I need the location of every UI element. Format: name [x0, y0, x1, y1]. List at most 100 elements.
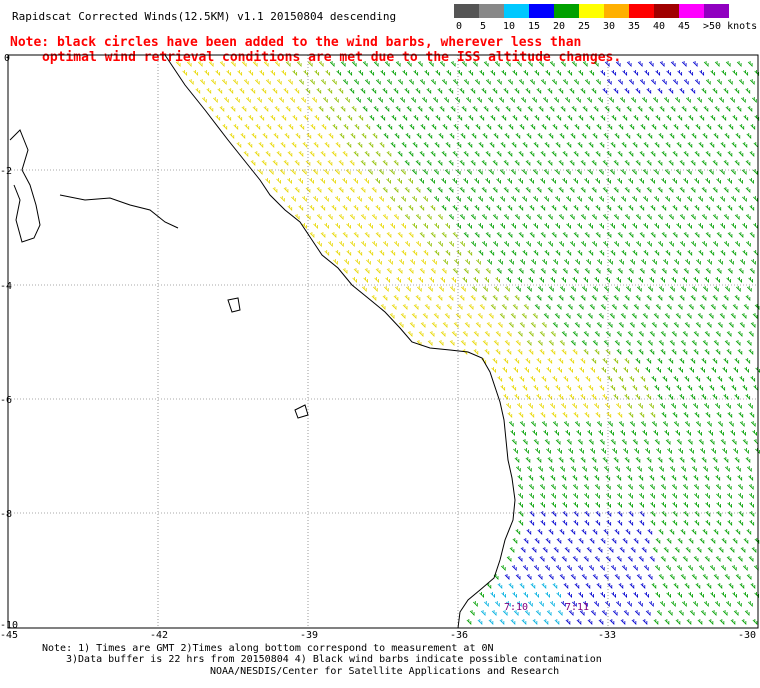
- wind-barb: [690, 160, 696, 166]
- wind-barb: [357, 142, 363, 148]
- wind-barb: [390, 223, 395, 229]
- wind-barb: [642, 169, 648, 175]
- wind-barb: [430, 178, 435, 184]
- wind-barb: [603, 574, 609, 580]
- wind-barb: [651, 583, 657, 589]
- wind-barb: [726, 331, 732, 337]
- wind-barb: [548, 241, 553, 247]
- legend-swatch-20: [554, 4, 579, 18]
- wind-barb: [673, 583, 679, 589]
- wind-barb: [439, 106, 445, 112]
- wind-barb: [509, 547, 515, 553]
- wind-barb: [526, 340, 532, 346]
- wind-barb: [701, 214, 707, 220]
- wind-barb: [706, 124, 712, 130]
- wind-barb: [749, 268, 755, 274]
- wind-barb: [588, 439, 594, 445]
- wind-barb: [468, 115, 474, 121]
- wind-barb: [482, 286, 488, 292]
- wind-barb: [647, 466, 653, 472]
- wind-barb: [641, 97, 647, 103]
- wind-barb: [466, 619, 472, 625]
- wind-barb: [555, 565, 561, 571]
- wind-barb: [694, 232, 700, 238]
- wind-barb: [596, 583, 602, 589]
- wind-barb: [372, 286, 378, 292]
- lon-label: -36: [450, 630, 468, 641]
- wind-barb: [494, 61, 500, 67]
- wind-barb: [699, 592, 704, 598]
- wind-barb: [441, 232, 447, 238]
- wind-barb: [693, 475, 699, 481]
- wind-barb: [620, 313, 626, 319]
- wind-barb: [493, 286, 499, 292]
- wind-barb: [281, 70, 287, 76]
- wind-barb: [576, 169, 582, 175]
- wind-barb: [327, 88, 333, 94]
- wind-barb: [320, 205, 326, 211]
- wind-barb: [459, 88, 465, 94]
- wind-barb: [313, 142, 319, 148]
- wind-barb: [492, 187, 498, 193]
- wind-barb: [559, 529, 565, 535]
- wind-barb: [658, 133, 664, 139]
- wind-barb: [650, 205, 656, 211]
- wind-barb: [517, 475, 523, 481]
- wind-barb: [595, 268, 601, 274]
- wind-barb: [453, 124, 459, 130]
- wind-barb: [577, 196, 582, 202]
- wind-barb: [529, 520, 535, 526]
- legend-swatch-25: [579, 4, 604, 18]
- wind-barb: [338, 187, 344, 193]
- wind-barb: [672, 205, 678, 211]
- wind-barb: [379, 223, 384, 229]
- wind-barb: [660, 331, 666, 337]
- wind-barb: [382, 295, 388, 301]
- wind-barb: [635, 295, 641, 301]
- wind-barb: [443, 259, 448, 265]
- wind-barb: [721, 538, 727, 544]
- wind-barb: [583, 403, 588, 409]
- wind-barb: [722, 448, 727, 454]
- wind-barb: [660, 484, 666, 490]
- wind-barb: [697, 430, 702, 436]
- wind-barb: [573, 232, 579, 238]
- wind-barb: [638, 331, 644, 337]
- wind-barb: [470, 214, 476, 220]
- wind-barb: [518, 520, 524, 526]
- wind-barb: [417, 61, 423, 67]
- wind-barb: [617, 151, 623, 157]
- wind-barb: [584, 232, 590, 238]
- wind-barb: [675, 169, 681, 175]
- wind-barb: [573, 502, 578, 508]
- wind-barb: [335, 142, 341, 148]
- wind-barb: [409, 124, 415, 130]
- wind-barb: [677, 304, 683, 310]
- wind-barb: [694, 79, 700, 85]
- wind-barb: [746, 286, 752, 292]
- wind-barb: [627, 484, 633, 490]
- wind-barb: [589, 115, 595, 121]
- wind-barb: [662, 583, 668, 589]
- wind-barb: [441, 151, 447, 157]
- wind-barb: [400, 169, 406, 175]
- wind-barb: [603, 286, 609, 292]
- wind-barb: [652, 97, 658, 103]
- wind-barb: [491, 367, 496, 373]
- wind-barb: [481, 295, 487, 301]
- wind-barb: [660, 556, 666, 562]
- wind-barb: [749, 178, 754, 184]
- wind-barb: [628, 520, 634, 526]
- wind-barb: [333, 97, 339, 103]
- wind-barb: [734, 214, 740, 220]
- wind-barb: [503, 187, 509, 193]
- wind-barb: [665, 439, 671, 445]
- wind-barb: [320, 151, 326, 157]
- wind-barb: [470, 160, 476, 166]
- wind-barb: [371, 295, 377, 301]
- wind-barb: [410, 97, 416, 103]
- wind-barb: [568, 448, 573, 454]
- wind-barb: [743, 538, 749, 544]
- wind-barb: [316, 214, 322, 220]
- wind-barb: [508, 124, 514, 130]
